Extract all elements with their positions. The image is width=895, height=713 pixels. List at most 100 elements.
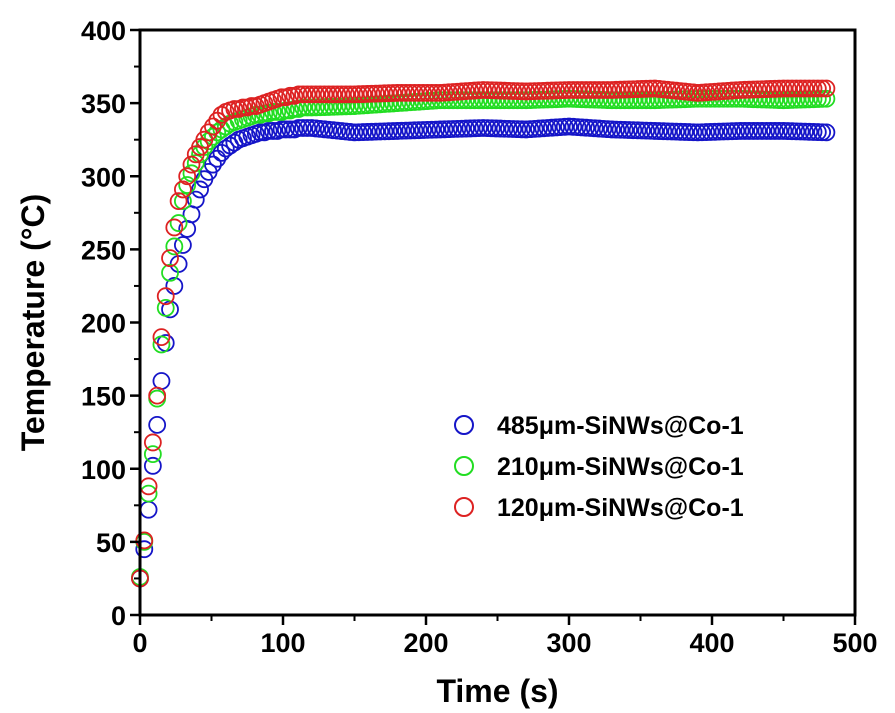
y-tick-label: 300 [81, 162, 126, 192]
data-point [757, 122, 776, 140]
data-point [787, 79, 806, 98]
data-point [817, 79, 836, 98]
data-point [161, 249, 179, 268]
data-point [740, 80, 759, 99]
data-point [427, 83, 445, 102]
data-point [397, 83, 415, 102]
y-tick-label: 200 [81, 309, 126, 339]
data-point [508, 82, 527, 101]
data-point [315, 85, 334, 104]
data-point [663, 122, 681, 141]
data-point [448, 119, 467, 138]
data-point [324, 85, 342, 104]
data-point [804, 79, 823, 98]
data-point [345, 85, 364, 104]
data-point [637, 121, 656, 140]
data-point [482, 81, 501, 100]
y-axis-title: Temperature (°C) [15, 194, 51, 452]
data-point [800, 122, 819, 141]
data-point [620, 121, 638, 139]
data-point [620, 80, 638, 99]
data-point [521, 82, 540, 101]
data-point [766, 91, 784, 109]
legend-label: 210μm-SiNWs@Co-1 [497, 453, 744, 481]
data-point [633, 91, 651, 110]
data-point [272, 88, 291, 107]
data-point [637, 79, 656, 98]
data-point [487, 119, 505, 138]
data-point [787, 90, 806, 109]
data-point [641, 91, 660, 110]
data-point [504, 120, 523, 138]
data-point [808, 123, 827, 141]
data-point [560, 81, 578, 99]
data-point [783, 91, 801, 109]
data-point [311, 98, 330, 117]
data-point [512, 82, 531, 101]
data-point [143, 445, 162, 464]
data-point [354, 85, 372, 103]
data-point [594, 81, 613, 99]
data-point [766, 79, 784, 98]
data-point [783, 79, 801, 98]
data-point [332, 97, 351, 116]
data-point [607, 80, 626, 99]
data-point [182, 155, 201, 174]
data-point [276, 120, 295, 139]
data-point [645, 122, 664, 140]
data-point [487, 81, 505, 100]
data-point [607, 120, 626, 139]
data-point [328, 97, 347, 116]
data-point [633, 80, 651, 98]
data-point [603, 120, 621, 139]
data-point [169, 192, 188, 211]
legend: 485μm-SiNWs@Co-1 210μm-SiNWs@Co-1 120μm-Si… [454, 412, 744, 522]
data-point [165, 237, 184, 256]
data-point [328, 85, 347, 104]
data-point [637, 91, 656, 110]
y-tick-label: 250 [81, 235, 126, 265]
data-point [744, 80, 763, 99]
data-point [337, 97, 355, 116]
data-point [152, 372, 171, 390]
data-point [452, 119, 471, 138]
data-point [766, 122, 784, 140]
data-point [332, 85, 351, 104]
data-point [294, 85, 312, 104]
data-point [289, 85, 308, 104]
data-point [650, 122, 668, 140]
data-point [813, 123, 832, 142]
data-point [461, 119, 480, 138]
data-point [379, 122, 398, 141]
data-point [199, 123, 218, 142]
data-point [744, 122, 763, 140]
data-point [491, 119, 510, 138]
data-point [392, 121, 411, 140]
data-point [173, 180, 192, 199]
data-point [409, 121, 428, 140]
data-point [358, 123, 377, 141]
data-point [748, 80, 767, 99]
series-1 [131, 117, 836, 588]
data-point [568, 81, 587, 99]
data-point [371, 84, 390, 103]
data-point [371, 122, 390, 141]
data-point [405, 83, 424, 102]
data-point [671, 122, 690, 141]
data-point [242, 97, 261, 115]
data-point [611, 80, 630, 99]
data-point [770, 91, 789, 109]
data-point [581, 81, 600, 99]
y-tick-label: 0 [111, 601, 126, 631]
data-point [551, 81, 570, 100]
data-point [778, 79, 797, 98]
data-point [508, 120, 527, 139]
data-point [143, 456, 162, 475]
data-point [813, 89, 832, 108]
data-point [778, 91, 797, 109]
data-point [714, 122, 733, 141]
data-point [337, 85, 355, 104]
data-point [542, 81, 561, 100]
data-point [731, 81, 750, 99]
